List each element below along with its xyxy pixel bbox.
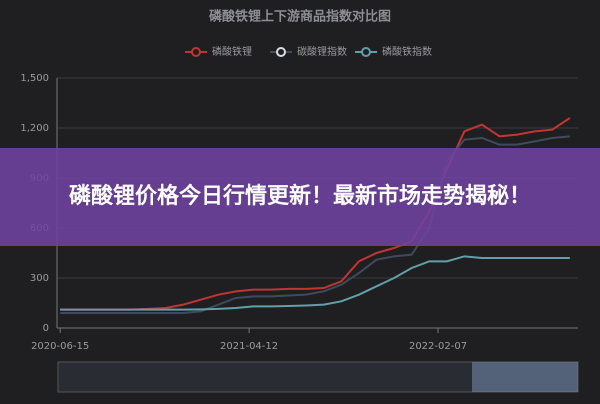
y-tick-label: 300 bbox=[30, 273, 49, 284]
zoom-window[interactable] bbox=[472, 362, 578, 392]
x-tick-label: 2021-04-12 bbox=[220, 341, 278, 352]
legend-marker bbox=[191, 47, 201, 57]
x-tick-label: 2020-06-15 bbox=[31, 341, 89, 352]
legend-label: 磷酸铁指数 bbox=[382, 45, 432, 58]
series-line bbox=[60, 255, 570, 311]
series-line bbox=[60, 135, 570, 314]
legend-label: 磷酸铁锂 bbox=[212, 45, 252, 58]
chart-title: 磷酸铁锂上下游商品指数对比图 bbox=[209, 9, 391, 25]
y-tick-label: 1,500 bbox=[20, 73, 49, 84]
legend-label: 碳酸锂指数 bbox=[297, 45, 347, 58]
y-tick-label: 0 bbox=[43, 323, 49, 334]
legend-marker bbox=[361, 47, 371, 57]
legend-marker bbox=[276, 47, 286, 57]
x-tick-label: 2022-02-07 bbox=[409, 341, 467, 352]
y-tick-label: 1,200 bbox=[20, 123, 49, 134]
banner: 磷酸锂价格今日行情更新！最新市场走势揭秘！ bbox=[0, 148, 600, 246]
